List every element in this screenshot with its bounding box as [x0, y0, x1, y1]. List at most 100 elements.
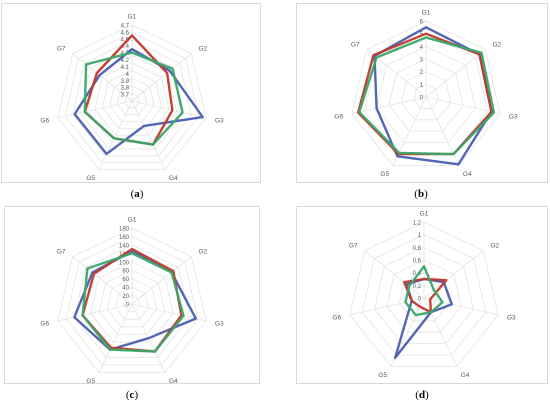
- grid-spoke: [351, 96, 427, 115]
- category-label-g3: G3: [215, 320, 224, 327]
- category-label-g2: G2: [493, 42, 502, 49]
- grid-spoke: [72, 53, 133, 102]
- category-label-g4: G4: [169, 175, 178, 182]
- tick-label: 0.8: [413, 246, 422, 252]
- category-label-g6: G6: [332, 314, 341, 321]
- grid-ring: [65, 235, 199, 366]
- grid-ring: [123, 295, 141, 312]
- panel-c-caption: (c): [125, 389, 139, 401]
- grid-spoke: [423, 297, 499, 316]
- grid-ring: [101, 70, 163, 129]
- grid-spoke: [423, 297, 458, 367]
- grid-spoke: [72, 256, 133, 305]
- grid-ring: [361, 234, 487, 356]
- grid-ring: [351, 20, 501, 166]
- tick-label: 4.7: [121, 24, 130, 30]
- grid-ring: [400, 71, 452, 121]
- grid-ring: [79, 47, 185, 150]
- category-label-g5: G5: [380, 171, 389, 178]
- category-label-g4: G4: [463, 171, 472, 178]
- category-label-g7: G7: [349, 243, 358, 250]
- grid-spoke: [98, 100, 133, 170]
- grid-ring: [386, 259, 462, 333]
- grid-ring: [376, 45, 476, 144]
- panel-a-label: a: [134, 188, 140, 200]
- tick-label: 3.7: [121, 93, 130, 99]
- tick-label: 140: [119, 243, 130, 249]
- tick-label: 160: [119, 235, 130, 241]
- radar-grid: [349, 221, 499, 367]
- tick-label: 0: [420, 96, 424, 102]
- panel-b-label: b: [417, 188, 425, 200]
- grid-ring: [73, 244, 191, 358]
- tick-label: 4.4: [121, 44, 130, 50]
- grid-ring: [349, 221, 499, 367]
- series-line-1: [73, 48, 204, 156]
- grid-spoke: [131, 256, 192, 305]
- series-line-3: [404, 265, 444, 317]
- panel-d-caption: (d): [415, 389, 429, 401]
- panel-c-label: c: [129, 389, 135, 401]
- grid-spoke: [425, 96, 501, 115]
- category-label-g1: G1: [420, 211, 429, 218]
- grid-ring: [116, 85, 148, 116]
- tick-label: 60: [122, 277, 129, 283]
- grid-spoke: [423, 250, 484, 299]
- tick-label: 6: [420, 20, 424, 26]
- category-label-g6: G6: [334, 113, 343, 120]
- grid-ring: [109, 77, 155, 122]
- grid-spoke: [98, 303, 133, 373]
- series-line-2: [402, 277, 448, 314]
- tick-label: 1: [420, 83, 424, 89]
- series-line-3: [81, 252, 185, 353]
- grid-ring: [64, 32, 200, 164]
- tick-label: 4.1: [121, 65, 130, 71]
- series-line-1: [393, 277, 454, 360]
- grid-ring: [57, 24, 207, 170]
- tick-label: 40: [122, 286, 129, 292]
- grid-ring: [57, 227, 207, 373]
- grid-ring: [124, 92, 140, 109]
- tick-label: 20: [122, 294, 129, 300]
- radar-grid: [57, 227, 207, 373]
- radar-grid: [57, 24, 207, 170]
- series-line-3: [358, 36, 496, 156]
- tick-label: 0.6: [413, 259, 422, 265]
- grid-spoke: [131, 100, 166, 170]
- tick-label: 3: [420, 58, 424, 64]
- tick-label: 1: [418, 233, 422, 239]
- category-label-g1: G1: [128, 14, 137, 21]
- tick-label: 0: [126, 303, 130, 309]
- category-label-g5: G5: [378, 372, 387, 379]
- grid-spoke: [57, 303, 133, 322]
- category-label-g3: G3: [215, 117, 224, 124]
- radar-chart-a: 3.73.83.944.14.24.34.44.54.64.7G1G2G3G4G…: [40, 14, 224, 183]
- category-label-g7: G7: [351, 42, 360, 49]
- tick-label: 4.5: [121, 37, 130, 43]
- grid-ring: [98, 269, 166, 335]
- tick-label: 4: [126, 72, 130, 78]
- category-label-g7: G7: [57, 249, 66, 256]
- grid-ring: [374, 246, 474, 345]
- category-label-g1: G1: [422, 10, 431, 17]
- category-label-g3: G3: [509, 113, 518, 120]
- tick-label: 80: [122, 269, 129, 275]
- grid-spoke: [131, 100, 207, 119]
- category-label-g6: G6: [40, 117, 49, 124]
- category-label-g3: G3: [507, 314, 516, 321]
- tick-label: 180: [119, 227, 130, 233]
- panel-b-caption: (b): [414, 188, 428, 200]
- category-label-g2: G2: [491, 243, 500, 250]
- category-label-g4: G4: [461, 372, 470, 379]
- grid-ring: [413, 83, 439, 109]
- category-label-g4: G4: [169, 378, 178, 384]
- category-label-g2: G2: [199, 46, 208, 53]
- category-label-g5: G5: [86, 378, 95, 384]
- grid-spoke: [364, 250, 425, 299]
- grid-ring: [115, 286, 149, 320]
- panel-a-caption: (a): [130, 188, 144, 200]
- tick-label: 4: [420, 45, 424, 51]
